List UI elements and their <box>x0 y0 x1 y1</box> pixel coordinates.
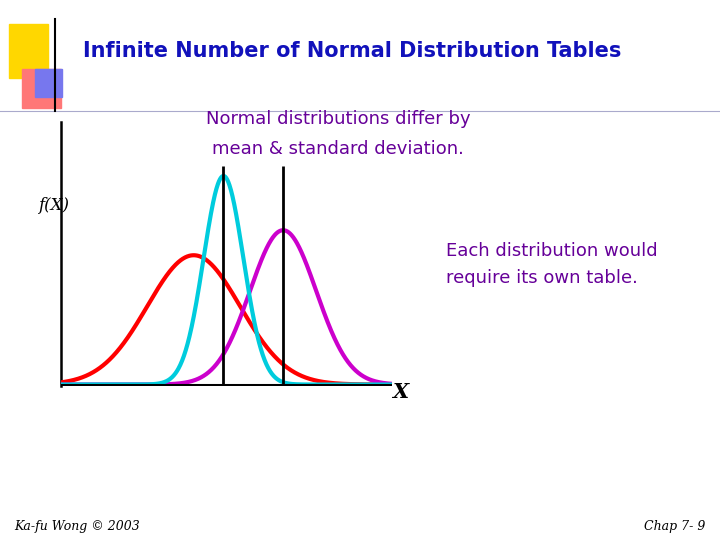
Bar <box>22 69 61 108</box>
Bar <box>9 24 48 78</box>
Bar <box>35 69 62 97</box>
Text: Normal distributions differ by: Normal distributions differ by <box>206 110 471 128</box>
Text: mean & standard deviation.: mean & standard deviation. <box>212 139 464 158</box>
Text: Chap 7- 9: Chap 7- 9 <box>644 520 706 533</box>
Text: require its own table.: require its own table. <box>446 269 638 287</box>
Text: Each distribution would: Each distribution would <box>446 242 658 260</box>
Text: f(X): f(X) <box>38 197 70 214</box>
Text: Infinite Number of Normal Distribution Tables: Infinite Number of Normal Distribution T… <box>83 41 621 62</box>
Text: Ka-fu Wong © 2003: Ka-fu Wong © 2003 <box>14 520 140 533</box>
Text: X: X <box>392 381 409 402</box>
